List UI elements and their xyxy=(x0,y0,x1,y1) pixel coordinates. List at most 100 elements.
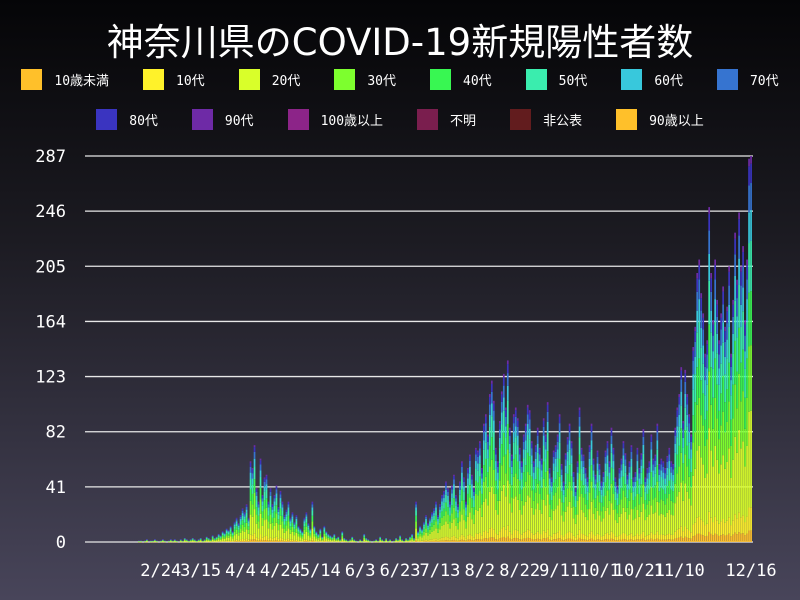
bar-segment-2 xyxy=(614,520,617,537)
bar-segment-3 xyxy=(602,506,605,519)
bar-segment-0 xyxy=(638,539,641,542)
bar-segment-9 xyxy=(748,158,750,167)
bar-segment-0 xyxy=(692,536,695,542)
bar-segment-6 xyxy=(738,258,740,285)
bar-segment-1 xyxy=(229,540,232,542)
bar-segment-6 xyxy=(427,525,429,528)
day-bar xyxy=(626,474,629,542)
bar-segment-5 xyxy=(528,439,531,457)
bar-segment-3 xyxy=(620,499,623,514)
bar-segment-4 xyxy=(630,479,633,493)
day-bar xyxy=(580,447,583,542)
bar-segment-1 xyxy=(253,533,256,540)
bar-segment-3 xyxy=(351,539,354,541)
bar-segment-0 xyxy=(445,540,447,542)
bar-segment-2 xyxy=(243,531,246,540)
bar-segment-5 xyxy=(469,473,471,486)
day-bar xyxy=(445,481,447,542)
bar-segment-4 xyxy=(666,486,669,499)
bar-segment-0 xyxy=(552,539,555,542)
bar-segment-0 xyxy=(580,539,583,542)
bar-segment-5 xyxy=(728,326,730,363)
bar-segment-4 xyxy=(423,528,425,532)
bar-segment-3 xyxy=(546,470,549,495)
bar-segment-8 xyxy=(271,505,274,507)
bar-segment-4 xyxy=(574,507,577,515)
bar-segment-6 xyxy=(225,530,228,532)
bar-segment-2 xyxy=(365,540,368,542)
bar-segment-7 xyxy=(716,316,719,334)
bar-segment-3 xyxy=(321,539,324,541)
bar-segment-1 xyxy=(718,523,720,536)
bar-segment-5 xyxy=(674,452,677,468)
bar-segment-2 xyxy=(670,514,673,535)
bar-segment-4 xyxy=(634,496,637,507)
bar-segment-5 xyxy=(726,358,728,390)
bar-segment-3 xyxy=(277,524,280,531)
bar-segment-3 xyxy=(257,521,260,529)
bar-segment-1 xyxy=(746,516,748,534)
day-bar xyxy=(169,539,172,543)
bar-segment-1 xyxy=(724,522,726,536)
day-bar xyxy=(740,266,742,542)
bar-segment-1 xyxy=(576,534,579,540)
day-bar xyxy=(253,445,256,542)
bar-segment-9 xyxy=(285,509,288,511)
bar-segment-4 xyxy=(610,467,613,484)
bar-segment-3 xyxy=(293,531,296,536)
bar-segment-2 xyxy=(664,516,667,536)
bar-segment-5 xyxy=(277,514,280,520)
bar-segment-1 xyxy=(690,532,693,539)
bar-segment-1 xyxy=(734,514,736,533)
bar-segment-0 xyxy=(287,540,290,542)
bar-segment-2 xyxy=(173,541,176,542)
bar-segment-7 xyxy=(271,506,274,510)
bar-segment-0 xyxy=(253,539,256,542)
bar-segment-1 xyxy=(710,517,713,534)
bar-segment-9 xyxy=(730,353,732,358)
bar-segment-3 xyxy=(447,514,449,524)
bar-segment-6 xyxy=(253,458,256,467)
bar-segment-7 xyxy=(463,481,465,487)
bar-segment-7 xyxy=(608,466,611,473)
day-bar xyxy=(606,441,609,542)
day-bar xyxy=(467,468,469,542)
bar-segment-7 xyxy=(742,266,744,288)
bar-segment-6 xyxy=(742,287,744,312)
bar-segment-5 xyxy=(341,533,344,536)
bar-segment-5 xyxy=(740,326,742,363)
bar-segment-8 xyxy=(576,462,579,467)
day-bar xyxy=(421,528,423,542)
bar-segment-4 xyxy=(724,402,726,433)
bar-segment-4 xyxy=(243,522,246,527)
day-bar xyxy=(688,414,691,542)
bar-segment-6 xyxy=(698,299,701,322)
bar-segment-2 xyxy=(570,507,573,533)
bar-segment-0 xyxy=(281,540,284,542)
bar-segment-9 xyxy=(626,474,629,477)
bar-segment-7 xyxy=(263,481,266,487)
bar-segment-4 xyxy=(488,445,491,467)
bar-segment-9 xyxy=(281,501,284,503)
bar-segment-3 xyxy=(702,425,705,465)
bar-segment-1 xyxy=(736,518,738,535)
bar-segment-1 xyxy=(427,540,429,542)
bar-segment-3 xyxy=(479,490,481,508)
bar-segment-7 xyxy=(433,510,435,514)
bar-segment-0 xyxy=(455,540,457,542)
legend-swatch xyxy=(525,69,547,90)
bar-segment-0 xyxy=(564,539,567,542)
bar-segment-9 xyxy=(239,515,242,516)
bar-segment-4 xyxy=(500,444,503,466)
bar-segment-6 xyxy=(566,451,569,461)
bar-segment-2 xyxy=(205,540,208,542)
bar-segment-3 xyxy=(640,496,643,512)
bar-segment-0 xyxy=(602,539,605,542)
bar-segment-8 xyxy=(473,489,475,492)
bar-segment-0 xyxy=(512,538,515,542)
bar-segment-7 xyxy=(435,504,437,508)
bar-segment-4 xyxy=(512,458,515,477)
bar-segment-3 xyxy=(512,476,515,499)
bar-segment-3 xyxy=(271,522,274,530)
day-bar xyxy=(481,468,483,542)
